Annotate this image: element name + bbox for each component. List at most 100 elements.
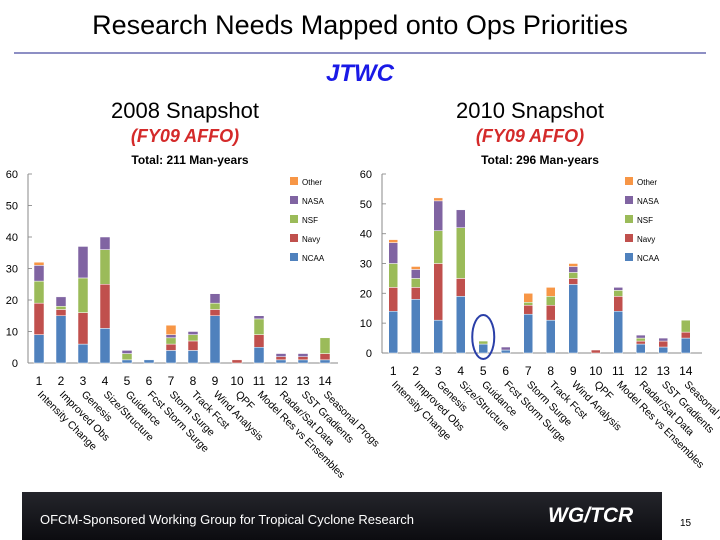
bar-navy-1	[33, 302, 45, 335]
bar-nsf-14	[681, 319, 691, 333]
bar-navy-4	[456, 278, 466, 297]
bar-nsf-9	[568, 272, 578, 279]
bar-other-1	[388, 239, 398, 243]
org-label: JTWC	[326, 60, 394, 87]
bar-other-2	[411, 266, 421, 270]
bar-ncaa-11	[253, 347, 265, 364]
x-tick-label: 13	[657, 364, 671, 378]
bar-nasa-13	[658, 337, 668, 342]
bar-nsf-2	[411, 278, 421, 288]
left-snapshot-title: 2008 Snapshot	[110, 98, 260, 123]
bar-ncaa-9	[209, 315, 221, 364]
y-tick-label: 30	[6, 264, 18, 276]
bar-navy-12	[275, 356, 287, 361]
bar-ncaa-14	[319, 359, 331, 364]
legend-label: Navy	[637, 235, 655, 244]
bar-navy-12	[636, 340, 646, 345]
slide-title: Research Needs Mapped onto Ops Prioritie…	[92, 10, 628, 40]
bar-navy-11	[253, 334, 265, 348]
footer: OFCM-Sponsored Working Group for Tropica…	[0, 492, 720, 540]
x-tick-label: 8	[190, 374, 197, 388]
bar-nsf-9	[209, 302, 221, 310]
legend-label: Other	[302, 178, 322, 187]
y-tick-label: 50	[360, 199, 372, 211]
x-tick-label: 8	[547, 364, 554, 378]
x-tick-label: 9	[212, 374, 219, 388]
bar-nasa-11	[253, 315, 265, 320]
legend-label: NSF	[302, 216, 318, 225]
legend-swatch-other	[290, 177, 298, 185]
bar-nasa-1	[33, 265, 45, 282]
x-tick-label: 14	[679, 364, 693, 378]
bar-navy-11	[613, 296, 623, 312]
x-tick-label: 4	[457, 364, 464, 378]
bar-ncaa-3	[433, 319, 443, 354]
x-tick-label: 13	[296, 374, 310, 388]
bar-ncaa-7	[165, 350, 177, 364]
bar-navy-8	[187, 340, 199, 351]
x-tick-label: 2	[412, 364, 419, 378]
x-tick-label: 10	[589, 364, 603, 378]
bar-navy-2	[411, 287, 421, 300]
bar-nasa-6	[501, 346, 511, 351]
bar-other-1	[33, 261, 45, 266]
x-tick-label: 3	[80, 374, 87, 388]
legend-swatch-ncaa	[625, 253, 633, 261]
right-snapshot-total: Total: 296 Man-years	[481, 153, 599, 167]
bar-ncaa-7	[523, 313, 533, 354]
x-tick-label: 11	[253, 374, 266, 388]
x-tick-label: 5	[480, 364, 487, 378]
title-divider	[14, 52, 706, 54]
bar-other-7	[523, 293, 533, 303]
x-tick-label: 11	[612, 364, 625, 378]
legend-swatch-ncaa	[290, 253, 298, 261]
bar-nasa-13	[297, 353, 309, 357]
footer-text: OFCM-Sponsored Working Group for Tropica…	[40, 512, 415, 527]
y-tick-label: 10	[360, 318, 372, 330]
footer-bar	[22, 492, 662, 540]
legend-label: Navy	[302, 235, 320, 244]
bar-navy-10	[231, 359, 243, 364]
bar-nsf-8	[187, 334, 199, 342]
bar-other-8	[546, 287, 556, 297]
legend-label: NASA	[302, 197, 324, 206]
legend-swatch-nasa	[625, 196, 633, 204]
bar-navy-13	[658, 340, 668, 348]
bar-nsf-11	[613, 290, 623, 297]
bar-nasa-12	[636, 334, 646, 339]
bar-ncaa-1	[388, 310, 398, 354]
bar-nsf-7	[165, 337, 177, 345]
bar-nsf-1	[388, 263, 398, 288]
bar-ncaa-14	[681, 337, 691, 354]
bar-navy-9	[209, 309, 221, 316]
bar-nasa-3	[77, 246, 89, 279]
bar-navy-2	[55, 309, 67, 316]
bar-nasa-1	[388, 242, 398, 264]
bar-ncaa-8	[187, 350, 199, 364]
bar-nsf-8	[546, 296, 556, 306]
bar-ncaa-11	[613, 310, 623, 354]
bar-nsf-5	[121, 353, 133, 361]
bar-nsf-7	[523, 302, 533, 306]
bar-ncaa-12	[275, 359, 287, 364]
bar-navy-7	[165, 343, 177, 351]
y-tick-label: 60	[360, 169, 372, 181]
y-tick-label: 40	[6, 232, 18, 244]
bar-ncaa-5	[478, 343, 488, 354]
bar-navy-7	[523, 305, 533, 315]
bar-navy-9	[568, 278, 578, 285]
bar-nasa-12	[275, 353, 287, 357]
highlight-ellipse	[471, 314, 496, 360]
bar-nasa-11	[613, 287, 623, 291]
bar-navy-3	[77, 312, 89, 345]
x-tick-label: 12	[274, 374, 288, 388]
bar-ncaa-1	[33, 334, 45, 364]
right-snapshot-title: 2010 Snapshot	[455, 98, 605, 123]
legend-label: NCAA	[637, 254, 660, 263]
legend-swatch-navy	[625, 234, 633, 242]
bar-nsf-3	[433, 230, 443, 264]
bar-ncaa-4	[99, 328, 111, 364]
bar-nasa-4	[99, 236, 111, 250]
